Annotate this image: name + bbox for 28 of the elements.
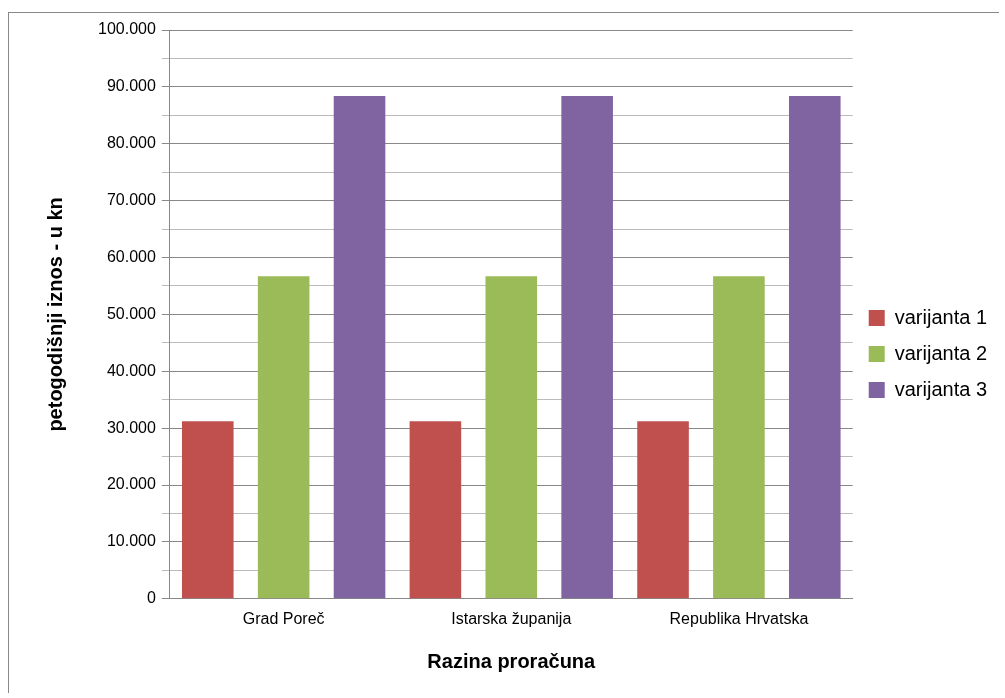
bar	[713, 276, 765, 599]
legend-label: varijanta 3	[894, 377, 988, 400]
y-tick-label: 30.000	[106, 418, 156, 436]
x-tick-label: Republika Hrvatska	[669, 609, 809, 627]
bar	[485, 276, 538, 599]
x-tick-label: Grad Poreč	[242, 609, 325, 627]
y-tick-label: 100.000	[97, 20, 156, 38]
y-tick-label: 90.000	[106, 77, 156, 95]
legend-label: varijanta 2	[894, 341, 988, 364]
bar	[257, 276, 310, 599]
y-tick-label: 20.000	[106, 475, 156, 493]
bar	[181, 421, 234, 599]
y-axis-title: petogodišnji iznos - u kn	[43, 197, 66, 432]
y-tick-label: 70.000	[106, 191, 156, 209]
y-tick-label: 0	[146, 589, 156, 607]
y-tick-label: 60.000	[106, 247, 156, 265]
y-tick-label: 40.000	[106, 361, 156, 379]
bar	[637, 421, 689, 599]
bar	[788, 95, 841, 599]
bar	[561, 95, 613, 599]
bar	[409, 421, 462, 599]
x-axis-title: Razina proračuna	[427, 649, 597, 672]
x-tick-label: Istarska županija	[451, 609, 572, 627]
bar	[333, 95, 386, 599]
y-tick-label: 50.000	[106, 304, 156, 322]
y-tick-label: 10.000	[106, 532, 156, 550]
legend-label: varijanta 1	[894, 305, 988, 328]
y-tick-label: 80.000	[106, 134, 156, 152]
